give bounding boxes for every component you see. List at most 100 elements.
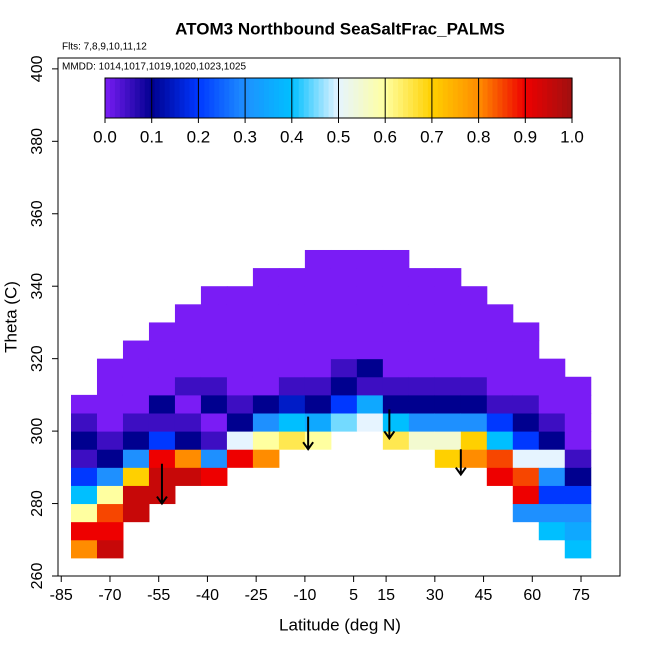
heat-cell (382, 358, 410, 378)
heat-cell (460, 340, 488, 360)
colorbar-swatch (457, 78, 464, 118)
colorbar-swatch (462, 78, 469, 118)
heat-cell (174, 358, 202, 378)
colorbar-swatch (313, 78, 320, 118)
heat-cell (226, 449, 254, 468)
heat-cell (538, 467, 566, 486)
heat-cell (434, 412, 462, 432)
heat-cell (200, 467, 228, 486)
colorbar-swatch (477, 78, 484, 118)
heat-cell (174, 412, 202, 432)
heat-cell (226, 376, 254, 396)
heat-cell (70, 467, 98, 486)
heat-cell (174, 394, 202, 414)
heat-cell (122, 467, 150, 486)
heat-cell (512, 412, 540, 432)
heat-cell (486, 376, 514, 396)
arrow (455, 449, 467, 477)
colorbar-tick-label: 0.6 (373, 127, 397, 146)
colorbar-swatch (452, 78, 459, 118)
heat-cell (356, 304, 384, 323)
x-tick-label: -10 (293, 587, 316, 604)
heat-cell (226, 358, 254, 378)
colorbar-tick-label: 0.7 (420, 127, 444, 146)
colorbar-swatch (413, 78, 419, 118)
heat-cell (434, 304, 462, 323)
heat-cell (200, 449, 228, 468)
colorbar-swatch (388, 78, 394, 118)
heat-cell (174, 340, 202, 360)
heat-cell (512, 376, 540, 396)
heat-cell (382, 394, 410, 414)
y-tick-label: 260 (29, 563, 46, 590)
heat-cell (174, 449, 202, 468)
colorbar-swatch (273, 78, 280, 118)
colorbar-swatch (532, 78, 538, 118)
colorbar-swatch (278, 78, 285, 118)
colorbar-swatch (263, 78, 270, 118)
heat-cell (200, 358, 228, 378)
colorbar-swatch (507, 78, 513, 118)
heat-cell (434, 376, 462, 396)
heat-cell (408, 304, 436, 323)
colorbar-swatch (214, 78, 220, 118)
heat-cell (278, 376, 306, 396)
colorbar-swatch (393, 78, 399, 118)
y-tick-label: 280 (29, 490, 46, 517)
heat-cell (148, 412, 176, 432)
heat-cell (122, 358, 150, 378)
colorbar-swatch (467, 78, 474, 118)
heat-cell (200, 340, 228, 360)
colorbar-swatch (383, 78, 389, 118)
heat-cell (304, 304, 332, 323)
heat-cell (174, 322, 202, 342)
heat-cell (434, 268, 462, 287)
heat-cell (304, 340, 332, 360)
heat-cell (70, 485, 98, 505)
heat-cell (434, 286, 462, 305)
x-tick-label: -40 (196, 587, 219, 604)
colorbar-swatch (358, 78, 364, 118)
colorbar-swatch (502, 78, 509, 118)
heat-cell (96, 449, 124, 468)
heat-cell (382, 249, 410, 269)
colorbar-tick-label: 0.0 (93, 127, 117, 146)
colorbar-swatch (492, 78, 499, 118)
colorbar-swatch (105, 78, 111, 118)
heat-cell (356, 376, 384, 396)
colorbar-swatch (318, 78, 325, 118)
y-tick-label: 320 (29, 345, 46, 372)
heat-cell (460, 286, 488, 305)
colorbar-swatch (234, 78, 240, 118)
heat-cell (512, 322, 540, 342)
heat-cell (70, 449, 98, 468)
colorbar-swatch (239, 78, 245, 118)
heat-cell (382, 340, 410, 360)
heat-cell (330, 340, 358, 360)
heat-cell (304, 286, 332, 305)
heat-cell (408, 412, 436, 432)
heat-cell (226, 322, 254, 342)
heat-cell (96, 467, 124, 486)
colorbar-swatch (398, 78, 404, 118)
colorbar-swatch (159, 78, 166, 118)
colorbar-swatch (169, 78, 176, 118)
heat-cell (382, 376, 410, 396)
heat-cell (408, 394, 436, 414)
heat-cell (304, 376, 332, 396)
heat-cell (356, 249, 384, 269)
colorbar-swatch (368, 78, 374, 118)
heat-cell (122, 431, 150, 450)
heat-cell (356, 286, 384, 305)
colorbar-swatch (348, 78, 355, 118)
heat-cell (148, 322, 176, 342)
x-tick-label: -55 (147, 587, 170, 604)
heat-cell (434, 431, 462, 450)
y-tick-label: 300 (29, 418, 46, 445)
heat-cell (408, 340, 436, 360)
colorbar-swatch (244, 78, 250, 118)
heat-cell (252, 449, 280, 468)
heat-cell (486, 358, 514, 378)
heat-cell (278, 304, 306, 323)
heat-cell (148, 340, 176, 360)
